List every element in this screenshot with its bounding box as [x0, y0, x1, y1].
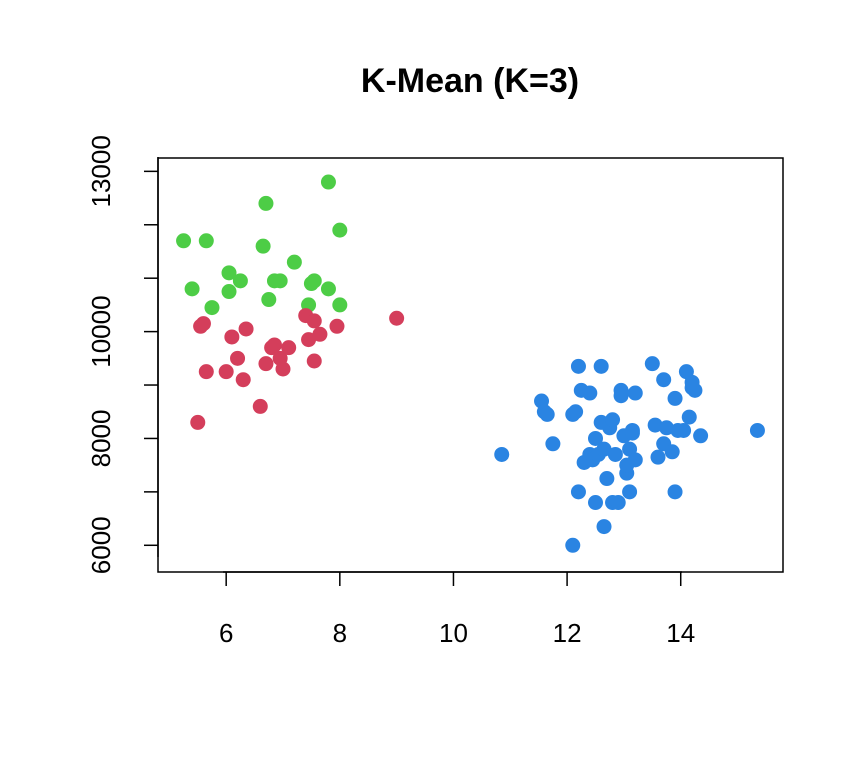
data-point — [286, 254, 302, 270]
y-tick-label: 10000 — [86, 295, 116, 367]
data-point — [261, 292, 277, 308]
data-point — [329, 318, 345, 334]
data-point — [605, 412, 621, 428]
data-point — [221, 284, 237, 300]
data-point — [320, 281, 336, 297]
y-tick-label: 13000 — [86, 135, 116, 207]
data-point — [232, 273, 248, 289]
data-point — [198, 233, 214, 249]
data-point — [610, 495, 626, 511]
data-point — [607, 446, 623, 462]
x-tick-label: 12 — [553, 618, 582, 648]
data-point — [568, 404, 584, 420]
data-point — [301, 332, 317, 348]
data-point — [238, 321, 254, 337]
data-point — [596, 441, 612, 457]
data-point — [306, 313, 322, 329]
data-point — [599, 471, 615, 487]
data-point — [204, 300, 220, 316]
data-point — [667, 484, 683, 500]
data-point — [570, 484, 586, 500]
data-point — [622, 484, 638, 500]
data-point — [613, 388, 629, 404]
data-point — [320, 174, 336, 190]
data-point — [235, 372, 251, 388]
data-point — [306, 353, 322, 369]
data-point — [539, 406, 555, 422]
data-point — [272, 273, 288, 289]
data-point — [582, 385, 598, 401]
data-point — [252, 398, 268, 414]
data-point — [693, 428, 709, 444]
data-point — [650, 449, 666, 465]
y-tick-label: 6000 — [86, 516, 116, 574]
data-point — [198, 364, 214, 380]
data-point — [258, 356, 274, 372]
data-point — [627, 385, 643, 401]
data-points — [176, 174, 765, 553]
data-point — [647, 417, 663, 433]
y-tick-label: 8000 — [86, 410, 116, 468]
data-point — [275, 361, 291, 377]
data-point — [494, 446, 510, 462]
data-point — [221, 265, 237, 281]
x-tick-label: 6 — [219, 618, 233, 648]
x-axis-ticks: 6 8 10 12 14 — [219, 572, 695, 648]
data-point — [230, 350, 246, 366]
data-point — [389, 310, 405, 326]
data-point — [306, 273, 322, 289]
data-point — [255, 238, 271, 254]
data-point — [332, 297, 348, 313]
data-point — [281, 340, 297, 356]
data-point — [218, 364, 234, 380]
data-point — [624, 422, 640, 438]
data-point — [565, 537, 581, 553]
data-point — [545, 436, 561, 452]
data-point — [644, 356, 660, 372]
data-point — [593, 358, 609, 374]
data-point — [656, 372, 672, 388]
data-point — [588, 495, 603, 511]
data-point — [749, 422, 765, 438]
data-point — [681, 409, 697, 425]
data-point — [258, 195, 274, 211]
data-point — [588, 430, 603, 446]
data-point — [676, 422, 692, 438]
data-point — [312, 326, 328, 342]
data-point — [570, 358, 586, 374]
data-point — [664, 444, 680, 460]
data-point — [224, 329, 240, 345]
y-axis-ticks: 6000 8000 10000 13000 — [86, 135, 158, 574]
data-point — [659, 420, 675, 436]
x-tick-label: 10 — [439, 618, 468, 648]
data-point — [667, 390, 683, 406]
data-point — [184, 281, 200, 297]
x-tick-label: 8 — [333, 618, 347, 648]
x-tick-label: 14 — [666, 618, 695, 648]
data-point — [190, 414, 206, 430]
data-point — [266, 337, 282, 353]
data-point — [627, 452, 643, 468]
data-point — [332, 222, 348, 238]
data-point — [195, 316, 211, 332]
chart-title: K-Mean (K=3) — [361, 62, 579, 100]
data-point — [687, 382, 703, 398]
data-point — [176, 233, 192, 249]
data-point — [596, 519, 612, 535]
